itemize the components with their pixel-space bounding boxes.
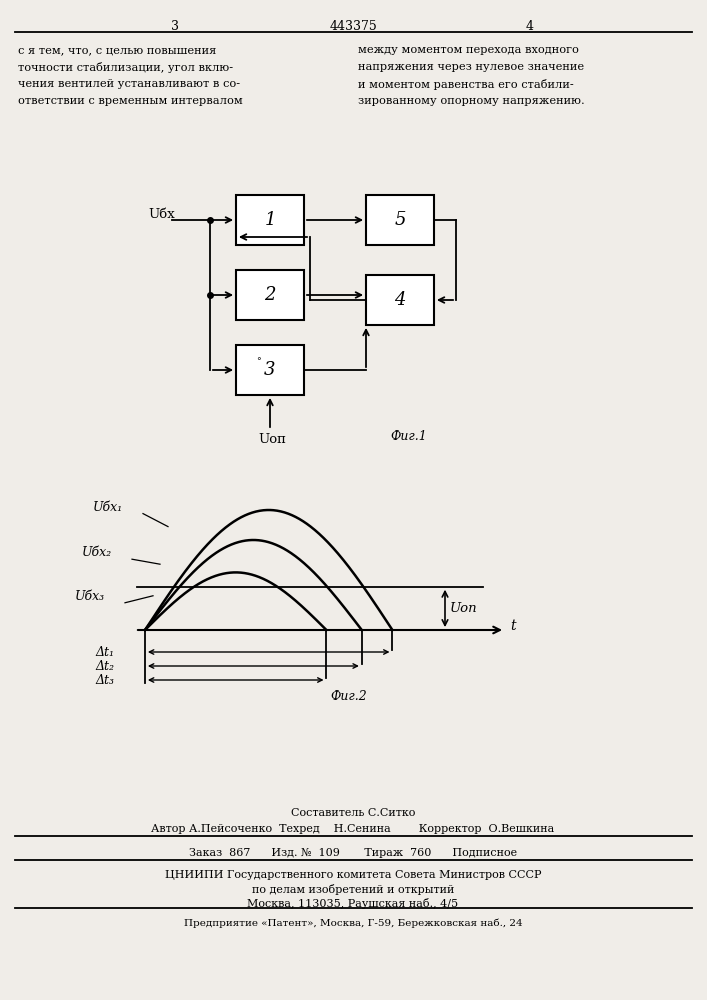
Text: 3: 3: [171, 20, 179, 33]
Text: по делам изобретений и открытий: по делам изобретений и открытий: [252, 884, 454, 895]
Text: чения вентилей устанавливают в со-: чения вентилей устанавливают в со-: [18, 79, 240, 89]
Text: Фиг.2: Фиг.2: [330, 690, 367, 703]
FancyBboxPatch shape: [366, 195, 434, 245]
Text: Москва, 113035, Раушская наб., 4/5: Москва, 113035, Раушская наб., 4/5: [247, 898, 459, 909]
Text: Uоп: Uоп: [258, 433, 286, 446]
Text: t: t: [510, 619, 515, 633]
FancyBboxPatch shape: [236, 270, 304, 320]
Text: Заказ  867      Изд. №  109       Тираж  760      Подписное: Заказ 867 Изд. № 109 Тираж 760 Подписное: [189, 848, 517, 858]
Text: 5: 5: [395, 211, 406, 229]
Text: 3: 3: [264, 361, 276, 379]
Text: Uоп: Uоп: [450, 602, 478, 615]
Text: Составитель С.Ситко: Составитель С.Ситко: [291, 808, 415, 818]
Text: 4: 4: [526, 20, 534, 33]
Text: 1: 1: [264, 211, 276, 229]
Text: 2: 2: [264, 286, 276, 304]
Text: Δt₁: Δt₁: [95, 646, 114, 658]
Text: зированному опорному напряжению.: зированному опорному напряжению.: [358, 96, 585, 106]
Text: точности стабилизации, угол вклю-: точности стабилизации, угол вклю-: [18, 62, 233, 73]
Text: Автор А.Пейсоченко  Техред    Н.Сенина        Корректор  О.Вешкина: Автор А.Пейсоченко Техред Н.Сенина Корре…: [151, 824, 554, 834]
Text: Δt₃: Δt₃: [95, 674, 114, 686]
Text: Предприятие «Патент», Москва, Г-59, Бережковская наб., 24: Предприятие «Патент», Москва, Г-59, Бере…: [184, 919, 522, 928]
Text: Uбx₂: Uбx₂: [82, 546, 112, 559]
Text: Uбx₃: Uбx₃: [75, 590, 105, 603]
Text: 4: 4: [395, 291, 406, 309]
FancyBboxPatch shape: [236, 195, 304, 245]
Text: Uбx₁: Uбx₁: [93, 501, 123, 514]
Text: напряжения через нулевое значение: напряжения через нулевое значение: [358, 62, 584, 72]
Text: Uбx: Uбx: [148, 208, 175, 221]
Text: °: °: [256, 358, 261, 366]
Text: 443375: 443375: [329, 20, 377, 33]
Text: ЦНИИПИ Государственного комитета Совета Министров СССР: ЦНИИПИ Государственного комитета Совета …: [165, 870, 542, 880]
Text: и моментом равенства его стабили-: и моментом равенства его стабили-: [358, 79, 574, 90]
FancyBboxPatch shape: [366, 275, 434, 325]
FancyBboxPatch shape: [236, 345, 304, 395]
Text: ответствии с временным интервалом: ответствии с временным интервалом: [18, 96, 243, 106]
Text: между моментом перехода входного: между моментом перехода входного: [358, 45, 579, 55]
Text: Δt₂: Δt₂: [95, 660, 114, 672]
Text: Фиг.1: Фиг.1: [390, 430, 427, 443]
Text: с я тем, что, с целью повышения: с я тем, что, с целью повышения: [18, 45, 216, 55]
